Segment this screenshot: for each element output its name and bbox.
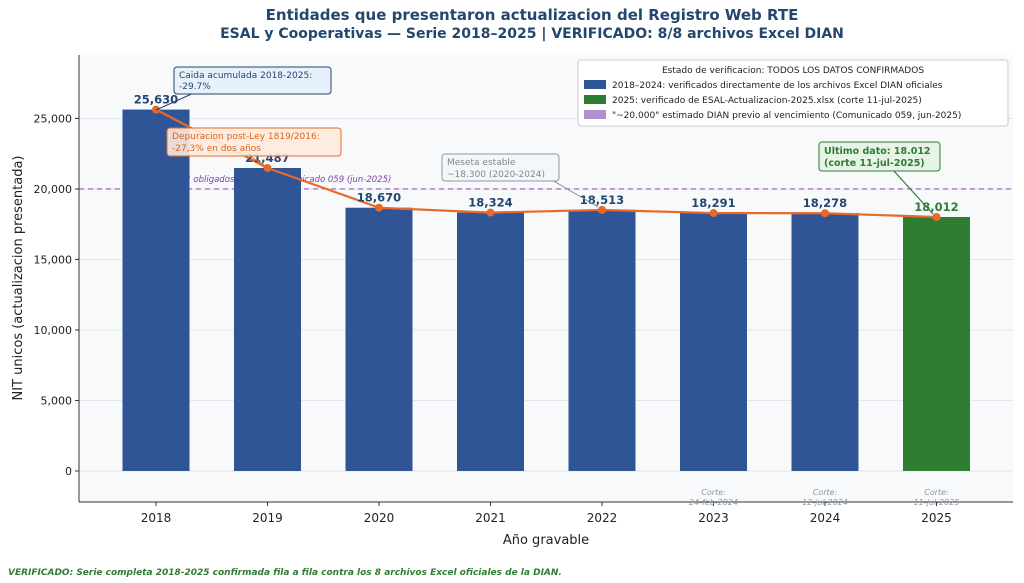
y-axis-label: NIT unicos (actualizacion presentada) bbox=[11, 156, 26, 401]
annotation-meseta: Meseta estable ~18.300 (2020-2024) bbox=[441, 153, 599, 208]
x-tick-label-2025: 2025 bbox=[921, 511, 952, 525]
legend-swatch-purple bbox=[584, 110, 606, 119]
cut-labels: Corte:24-feb-2024Corte:12-jul-2024Corte:… bbox=[689, 488, 959, 507]
legend-entry-1: 2025: verificado de ESAL-Actualizacion-2… bbox=[612, 96, 922, 106]
trend-point-2025 bbox=[932, 212, 941, 221]
trend-line bbox=[152, 105, 941, 221]
annotation-caida-pointer bbox=[155, 91, 197, 111]
legend-swatch-green bbox=[584, 95, 606, 104]
annotation-meseta-pointer bbox=[551, 179, 599, 208]
x-tick-label-2018: 2018 bbox=[141, 511, 172, 525]
legend-title: Estado de verificacion: TODOS LOS DATOS … bbox=[662, 66, 924, 76]
x-tick-label-2020: 2020 bbox=[364, 511, 395, 525]
annotation-caida: Caida acumulada 2018-2025: -29.7% bbox=[155, 66, 332, 111]
cut-label-date: 24-feb-2024 bbox=[689, 498, 738, 507]
x-axis-label: Año gravable bbox=[503, 533, 589, 548]
legend-swatch-blue bbox=[584, 80, 606, 89]
annotation-ultimo-box bbox=[818, 141, 941, 172]
trend-point-2023 bbox=[709, 209, 718, 218]
bar-2022 bbox=[568, 209, 636, 471]
value-label-2023: 18,291 bbox=[691, 196, 735, 210]
x-ticks: 2018 2019 2020 2021 2022 2023 2024 2025 bbox=[141, 502, 952, 525]
legend: Estado de verificacion: TODOS LOS DATOS … bbox=[577, 59, 1009, 127]
bar-2018 bbox=[122, 109, 190, 471]
trend-point-2020 bbox=[375, 203, 383, 212]
annotation-ultimo-pointer bbox=[892, 169, 934, 215]
cut-label-title: Corte: bbox=[701, 488, 726, 497]
value-label-2025: 18,012 bbox=[914, 200, 958, 214]
bars bbox=[122, 109, 970, 471]
value-label-2021: 18,324 bbox=[468, 196, 512, 210]
annotation-depuracion-line2: -27,3% en dos años bbox=[172, 144, 261, 154]
trend-point-2024 bbox=[821, 209, 829, 218]
x-tick-label-2024: 2024 bbox=[810, 511, 841, 525]
annotation-depuracion-pointer bbox=[247, 154, 268, 168]
annotation-ultimo: Ultimo dato: 18.012 (corte 11-jul-2025) bbox=[818, 141, 941, 215]
trend-point-2021 bbox=[486, 208, 495, 217]
x-tick-label-2021: 2021 bbox=[475, 511, 506, 525]
y-ticks: 0 5,000 10,000 15,000 20,000 25,000 bbox=[34, 112, 79, 478]
annotation-meseta-line1: Meseta estable bbox=[447, 158, 516, 168]
value-label-2022: 18,513 bbox=[580, 193, 624, 207]
annotation-caida-box bbox=[173, 66, 332, 95]
x-tick-label-2023: 2023 bbox=[698, 511, 729, 525]
annotation-meseta-line2: ~18.300 (2020-2024) bbox=[447, 170, 545, 180]
bar-2020 bbox=[345, 207, 413, 471]
annotation-depuracion-box bbox=[166, 127, 342, 157]
x-tick-label-2019: 2019 bbox=[252, 511, 283, 525]
cut-label-title: Corte: bbox=[813, 488, 838, 497]
footer-verified-note: VERIFICADO: Serie completa 2018-2025 con… bbox=[8, 568, 562, 578]
chart-title-line2: ESAL y Cooperativas — Serie 2018–2025 | … bbox=[220, 26, 844, 42]
value-label-2018: 25,630 bbox=[134, 93, 178, 107]
annotation-caida-line2: -29.7% bbox=[179, 82, 211, 92]
y-tick-label: 15,000 bbox=[34, 253, 73, 266]
legend-entry-0: 2018–2024: verificados directamente de l… bbox=[612, 81, 943, 91]
annotation-caida-line1: Caida acumulada 2018-2025: bbox=[179, 71, 312, 81]
bar-2021 bbox=[457, 212, 524, 471]
annotation-ultimo-line1: Ultimo dato: 18.012 bbox=[824, 146, 931, 157]
annotation-depuracion-line1: Depuracion post-Ley 1819/2016: bbox=[172, 132, 320, 142]
bar-2019 bbox=[234, 167, 301, 471]
legend-entry-2: "~20.000" estimado DIAN previo al vencim… bbox=[612, 111, 961, 121]
chart-title-line1: Entidades que presentaron actualizacion … bbox=[266, 6, 799, 24]
cut-label-date: 12-jul-2024 bbox=[802, 498, 848, 507]
x-tick-label-2022: 2022 bbox=[587, 511, 618, 525]
legend-box bbox=[577, 59, 1009, 127]
annotation-depuracion: Depuracion post-Ley 1819/2016: -27,3% en… bbox=[166, 127, 342, 168]
value-label-2020: 18,670 bbox=[357, 191, 401, 205]
annotation-ultimo-line2: (corte 11-jul-2025) bbox=[824, 158, 925, 169]
trend-polyline bbox=[155, 108, 937, 219]
trend-point-2022 bbox=[598, 205, 606, 214]
y-tick-label: 0 bbox=[65, 465, 72, 478]
y-tick-label: 5,000 bbox=[41, 394, 73, 407]
y-tick-label: 10,000 bbox=[34, 324, 73, 337]
annotation-meseta-box bbox=[441, 153, 560, 182]
y-tick-label: 25,000 bbox=[34, 112, 73, 125]
bar-2023 bbox=[680, 213, 747, 471]
y-tick-label: 20,000 bbox=[34, 183, 73, 196]
value-label-2024: 18,278 bbox=[803, 196, 847, 210]
cut-label-date: 11-jul-2025 bbox=[914, 498, 960, 507]
bar-2025 bbox=[903, 216, 970, 471]
cut-label-title: Corte: bbox=[924, 488, 949, 497]
bar-2024 bbox=[791, 213, 859, 471]
